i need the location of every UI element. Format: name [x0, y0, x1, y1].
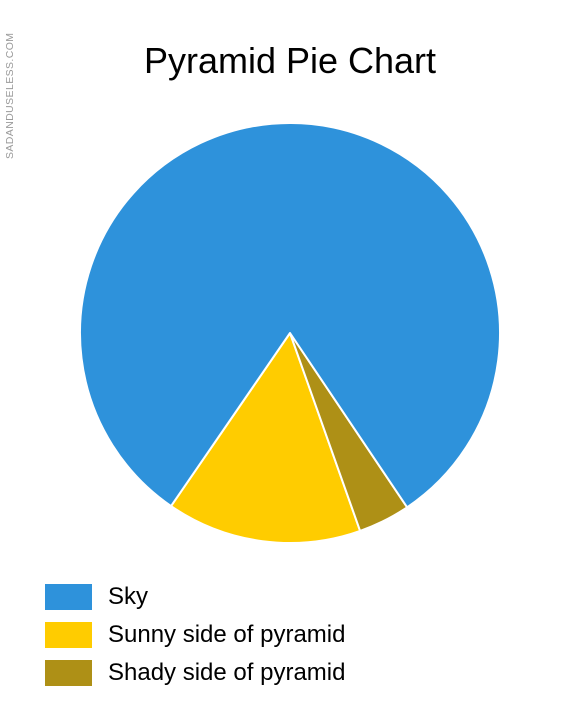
watermark-text: SADANDUSELESS.COM: [4, 33, 16, 159]
chart-title: Pyramid Pie Chart: [143, 40, 437, 81]
legend-item-sky: Sky: [45, 578, 345, 616]
legend: Sky Sunny side of pyramid Shady side of …: [45, 578, 345, 692]
legend-label-sunny-side: Sunny side of pyramid: [108, 621, 346, 648]
watermark: SADANDUSELESS.COM: [2, 14, 16, 159]
legend-swatch-sky: [45, 584, 92, 610]
pie-slice-sunny-side: [170, 332, 362, 544]
legend-item-sunny-side: Sunny side of pyramid: [45, 616, 345, 654]
legend-swatch-sunny-side: [45, 622, 92, 648]
pie-slice-sky: [78, 122, 501, 509]
legend-label-shady-side: Shady side of pyramid: [108, 659, 346, 686]
legend-label-sky: Sky: [108, 583, 149, 610]
legend-item-shady-side: Shady side of pyramid: [45, 654, 345, 692]
legend-swatch-shady-side: [45, 660, 92, 686]
